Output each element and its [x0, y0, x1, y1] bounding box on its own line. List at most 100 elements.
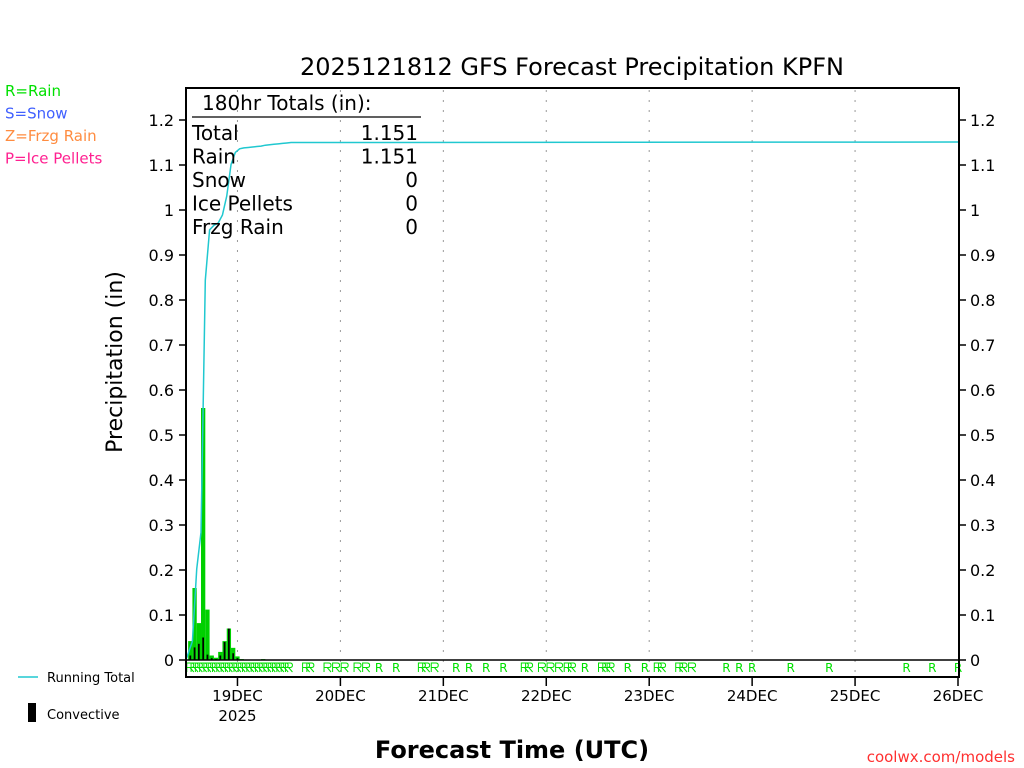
convective-legend-label: Convective [47, 708, 120, 723]
totals-value: 1.151 [361, 145, 418, 169]
convective-bar [223, 642, 226, 660]
convective-bar [198, 643, 200, 660]
x-tick-label: 21DEC [418, 687, 469, 705]
ptype-marker-rain: R [624, 661, 632, 675]
ptype-marker-rain: R [902, 661, 910, 675]
x-tick-label: 24DEC [727, 687, 778, 705]
precip-bar [205, 609, 210, 660]
ptype-marker-rain-glyph [340, 662, 349, 673]
y-tick-label-right: 0.2 [970, 561, 995, 580]
y-tick-label-right: 0.8 [970, 291, 995, 310]
y-tick-label-left: 0.8 [149, 291, 174, 310]
credit-link[interactable]: coolwx.com/models [867, 748, 1015, 766]
ptype-marker-rain-glyph [332, 662, 341, 673]
ptype-marker-rain-glyph [362, 662, 371, 673]
y-tick-label-left: 0.9 [149, 246, 174, 265]
y-tick-label-left: 1 [164, 201, 174, 220]
precip-bar [196, 623, 202, 660]
precip-bar [209, 655, 214, 660]
precip-bar [188, 641, 193, 660]
x-tick-label: 22DEC [521, 687, 572, 705]
convective-bar [232, 653, 235, 660]
ptype-marker-rain-glyph [284, 662, 293, 673]
x-tick-label: 23DEC [624, 687, 675, 705]
y-tick-label-left: 1.2 [149, 111, 174, 130]
ptype-marker-rain-glyph [422, 662, 431, 673]
ptype-legend: R=Rain S=Snow Z=Frzg Rain P=Ice Pellets [5, 82, 102, 168]
y-tick-label-right: 0.6 [970, 381, 995, 400]
x-tick-label: 25DEC [830, 687, 881, 705]
ptype-marker-rain-glyph [430, 662, 439, 673]
ptype-marker-rain: R [928, 661, 936, 675]
totals-value: 0 [405, 192, 418, 216]
y-tick-label-left: 0.5 [149, 426, 174, 445]
x-axis-label: Forecast Time (UTC) [375, 736, 649, 764]
running-total-line [185, 141, 959, 661]
x-axis-ticks: 19DEC 2025 20DEC 21DEC 22DEC 23DEC 24DEC 25DEC 2… [212, 677, 983, 725]
totals-label: Total [191, 121, 239, 145]
ptype-legend-item: S=Snow [5, 105, 68, 123]
convective-bar [210, 658, 213, 660]
y-tick-label-right: 1.1 [970, 156, 995, 175]
running-total-legend-label: Running Total [47, 671, 135, 686]
ptype-marker-rain-glyph [555, 662, 564, 673]
totals-value: 1.151 [361, 121, 418, 145]
precip-bar [192, 588, 197, 660]
y-tick-label-left: 0.3 [149, 516, 174, 535]
totals-heading: 180hr Totals (in): [202, 91, 372, 115]
ptype-marker-rain-glyph [353, 662, 362, 673]
convective-bar [228, 628, 230, 660]
precip-bars [188, 408, 292, 660]
ptype-marker-rain: R [748, 661, 756, 675]
ptype-marker-rain: R [641, 661, 649, 675]
y-tick-label-left: 0.6 [149, 381, 174, 400]
x-tick-sublabel: 2025 [218, 707, 256, 725]
totals-label: Ice Pellets [192, 192, 293, 216]
convective-bar [189, 655, 192, 660]
precip-bar [201, 408, 206, 660]
ptype-marker-rain: R [825, 661, 833, 675]
y-tick-label-left: 0 [164, 651, 174, 670]
totals-label: Rain [192, 145, 236, 169]
y-axis-ticks: 0 00.1 0.10.2 0.20.3 0.30.4 0.40.5 0.50.6 0.60.… [149, 111, 996, 670]
y-tick-label-left: 0.4 [149, 471, 174, 490]
y-tick-label-right: 0.9 [970, 246, 995, 265]
precip-bar [213, 657, 219, 660]
y-tick-label-left: 1.1 [149, 156, 174, 175]
y-tick-label-right: 0.7 [970, 336, 995, 355]
convective-bars [189, 628, 265, 660]
ptype-marker-rain: R [465, 661, 473, 675]
ptype-marker-rain-glyph [306, 662, 315, 673]
plot-frame [185, 87, 960, 678]
y-tick-label-right: 0.1 [970, 606, 995, 625]
y-tick-label-right: 0.4 [970, 471, 995, 490]
ptype-legend-item: P=Ice Pellets [5, 150, 102, 168]
ptype-marker-rain-glyph [688, 662, 697, 673]
totals-value: 0 [405, 215, 418, 239]
ptype-marker-rain-glyph [525, 662, 534, 673]
convective-bar [193, 647, 196, 660]
ptype-marker-rain: R [375, 661, 383, 675]
y-tick-label-right: 0.5 [970, 426, 995, 445]
chart-title: 2025121812 GFS Forecast Precipitation KP… [300, 53, 844, 81]
x-tick-label: 20DEC [315, 687, 366, 705]
y-tick-label-right: 1.2 [970, 111, 995, 130]
y-tick-label-left: 0.1 [149, 606, 174, 625]
ptype-marker-rain: R [722, 661, 730, 675]
ptype-marker-rain-glyph [537, 662, 546, 673]
ptype-marker-rain: R [482, 661, 490, 675]
totals-box: 180hr Totals (in): Total 1.151 Rain 1.151 Sn… [191, 91, 421, 239]
ptype-legend-item: Z=Frzg Rain [5, 127, 97, 145]
x-tick-label: 19DEC [212, 687, 263, 705]
ptype-marker-rain-glyph [568, 662, 577, 673]
y-axis-label: Precipitation (in) [103, 271, 128, 453]
y-tick-label-right: 0 [970, 651, 980, 670]
totals-label: Frzg Rain [192, 215, 284, 239]
convective-bar [219, 655, 222, 660]
ptype-marker-rain-glyph [658, 662, 667, 673]
totals-label: Snow [192, 168, 246, 192]
convective-bar [202, 637, 205, 660]
x-tick-label: 26DEC [933, 687, 984, 705]
